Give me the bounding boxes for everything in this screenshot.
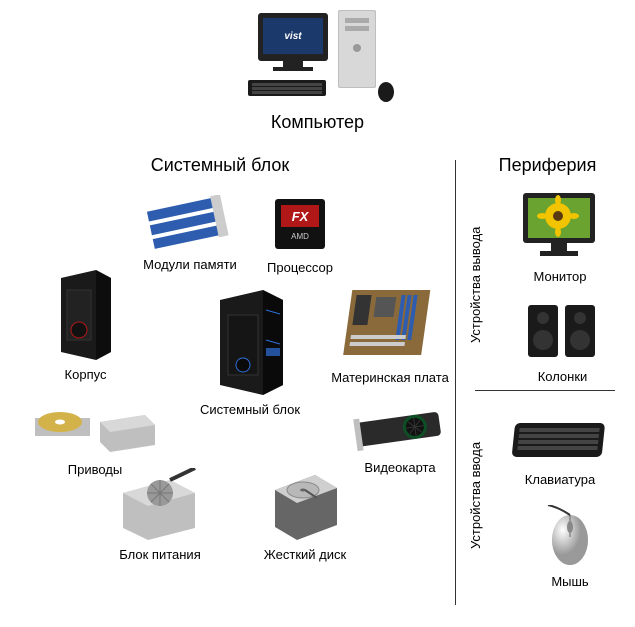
hdd-label: Жесткий диск (250, 547, 360, 562)
horizontal-divider (475, 390, 615, 391)
main-area: Системный блок Периферия Устройства выво… (0, 155, 635, 627)
keyboard-label: Клавиатура (500, 472, 620, 487)
hdd-item: Жесткий диск (250, 470, 360, 562)
psu-label: Блок питания (105, 547, 215, 562)
vertical-divider (455, 160, 456, 605)
ram-label: Модули памяти (135, 257, 245, 272)
speakers-label: Колонки (515, 369, 610, 384)
system-block-title: Системный блок (0, 155, 440, 176)
mobo-item: Материнская плата (330, 285, 450, 385)
cpu-icon: FX AMD (271, 195, 329, 258)
speakers-item: Колонки (515, 300, 610, 384)
cpu-item: FX AMD Процессор (255, 195, 345, 275)
top-computer: vist Компьютер (0, 0, 635, 133)
gpu-label: Видеокарта (350, 460, 450, 475)
sysunit-item: Системный блок (190, 290, 310, 417)
case-item: Корпус (38, 270, 133, 382)
case-icon (51, 270, 121, 365)
mouse-icon (543, 505, 598, 572)
computer-icon: vist (238, 8, 398, 103)
speakers-icon (523, 300, 603, 367)
mobo-label: Материнская плата (330, 370, 450, 385)
svg-text:FX: FX (292, 209, 310, 224)
sysunit-label: Системный блок (190, 402, 310, 417)
top-label: Компьютер (0, 112, 635, 133)
ram-item: Модули памяти (135, 195, 245, 272)
keyboard-icon (508, 415, 613, 470)
mobo-icon (343, 285, 438, 368)
case-label: Корпус (38, 367, 133, 382)
psu-icon (115, 468, 205, 545)
drives-icon (30, 400, 160, 460)
output-devices-label: Устройства вывода (468, 205, 483, 365)
gpu-icon (353, 405, 448, 458)
ram-icon (145, 195, 235, 255)
svg-text:vist: vist (284, 31, 302, 42)
monitor-label: Монитор (510, 269, 610, 284)
monitor-icon (518, 190, 603, 267)
psu-item: Блок питания (105, 468, 215, 562)
keyboard-item: Клавиатура (500, 415, 620, 487)
cpu-label: Процессор (255, 260, 345, 275)
svg-text:AMD: AMD (291, 232, 309, 241)
mouse-item: Мышь (530, 505, 610, 589)
sysunit-icon (208, 290, 293, 400)
input-devices-label: Устройства ввода (468, 415, 483, 575)
drives-item: Приводы (30, 400, 160, 477)
mouse-label: Мышь (530, 574, 610, 589)
hdd-icon (265, 470, 345, 545)
gpu-item: Видеокарта (350, 405, 450, 475)
periphery-title: Периферия (470, 155, 625, 176)
monitor-item: Монитор (510, 190, 610, 284)
